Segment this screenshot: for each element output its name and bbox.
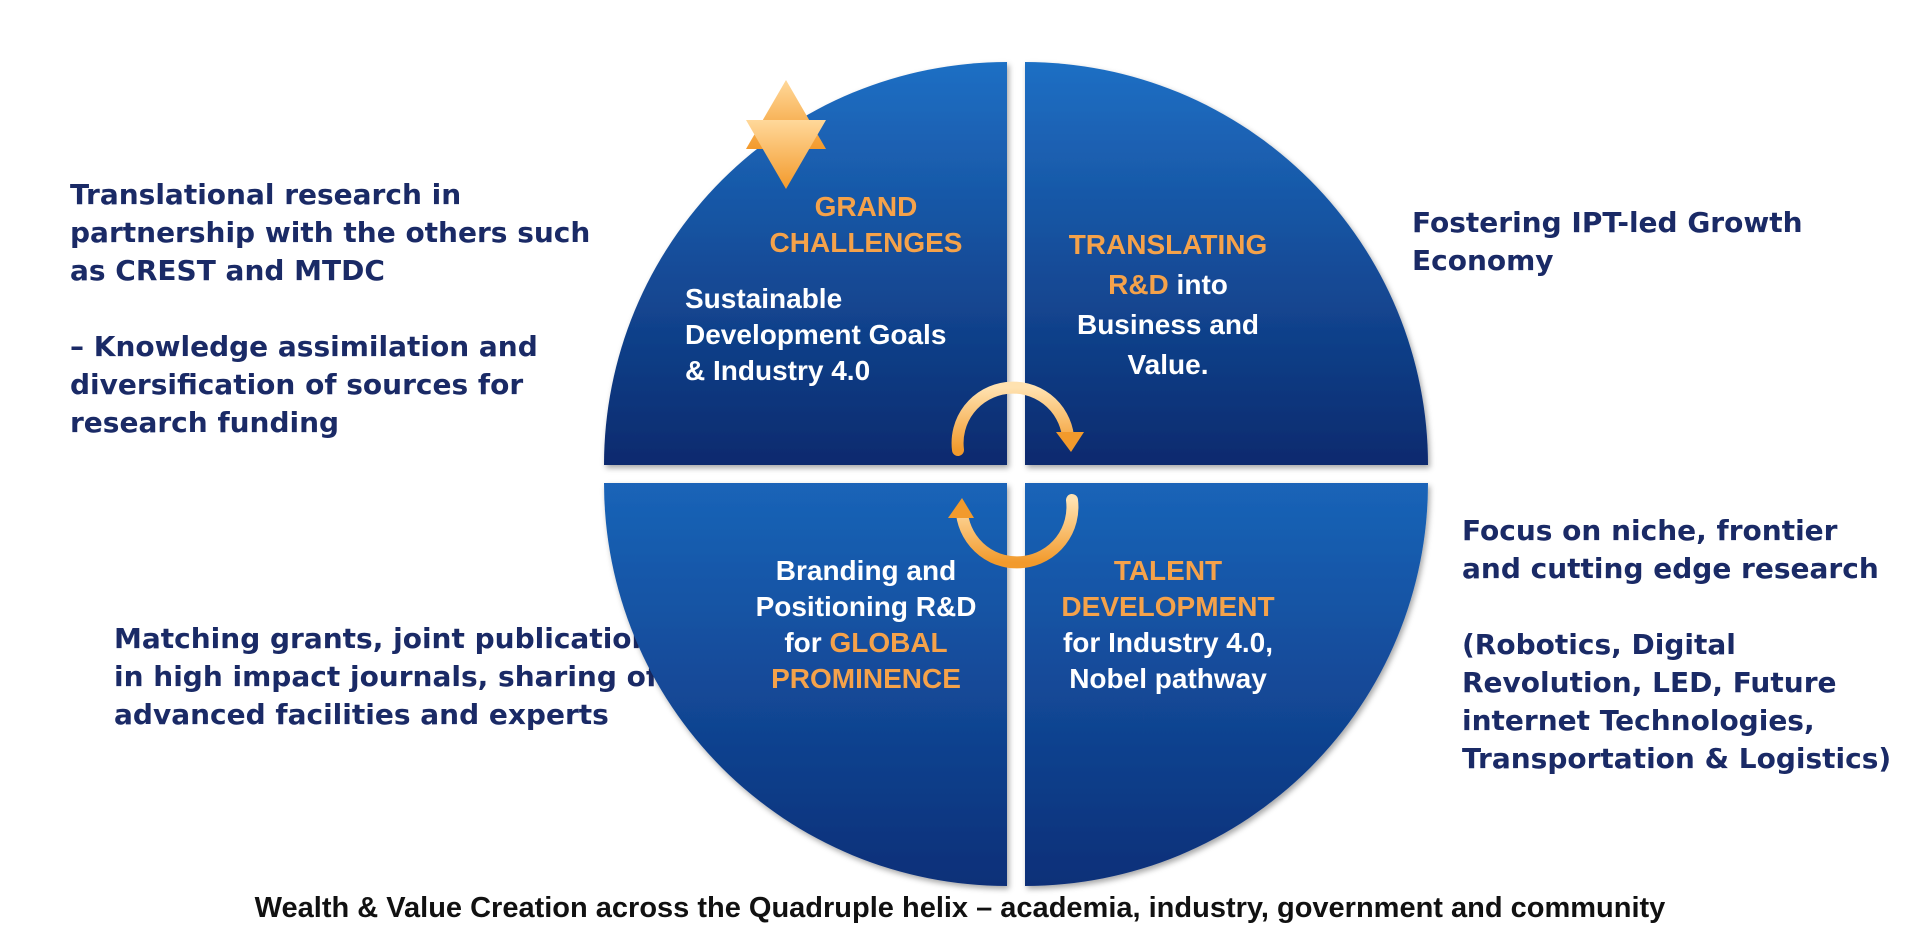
quadrant-bottom-right xyxy=(1025,483,1428,886)
bottom-right-text: TALENT DEVELOPMENT for Industry 4.0, Nob… xyxy=(1061,555,1274,694)
grand-challenges-title-line-1: GRAND xyxy=(815,191,918,222)
quadrant-top-left xyxy=(604,62,1007,465)
branding-body-line-3: for GLOBAL xyxy=(784,627,947,658)
translating-body-line-2: Value. xyxy=(1128,349,1209,380)
branding-body-line-4: PROMINENCE xyxy=(771,663,961,694)
cycle-arrowhead-bottom xyxy=(948,498,974,518)
cycle-arrows-icon xyxy=(948,381,1084,569)
left-bottom-note: Matching grants, joint publications in h… xyxy=(114,620,674,734)
left-top-paragraph-2: – Knowledge assimilation and diversifica… xyxy=(70,330,538,439)
right-bottom-note: Focus on niche, frontier and cutting edg… xyxy=(1462,512,1902,778)
quadrant-bottom-left xyxy=(604,483,1007,886)
footer-caption: Wealth & Value Creation across the Quadr… xyxy=(254,892,1666,924)
left-top-paragraph-1: Translational research in partnership wi… xyxy=(70,178,591,287)
talent-title-line-1: TALENT xyxy=(1114,555,1222,586)
branding-body-line-2: Positioning R&D xyxy=(756,591,977,622)
grand-challenges-body-line-3: & Industry 4.0 xyxy=(685,355,870,386)
star-icon xyxy=(746,80,826,189)
translating-body-line-1: Business and xyxy=(1077,309,1259,340)
translating-title-line-2: R&D into xyxy=(1108,269,1228,300)
cycle-arrow-top xyxy=(951,381,1074,456)
cycle-arrow-bottom xyxy=(956,494,1079,569)
right-bottom-paragraph-1: Focus on niche, frontier and cutting edg… xyxy=(1462,514,1879,585)
grand-challenges-body-line-1: Sustainable xyxy=(685,283,842,314)
cycle-arrowhead-top xyxy=(1056,432,1084,452)
right-top-paragraph: Fostering IPT-led Growth Economy xyxy=(1412,206,1803,277)
talent-title-line-2: DEVELOPMENT xyxy=(1061,591,1274,622)
left-top-note: Translational research in partnership wi… xyxy=(70,176,630,442)
grand-challenges-body-line-2: Development Goals xyxy=(685,319,946,350)
branding-for-label: for xyxy=(784,627,829,658)
left-bottom-paragraph: Matching grants, joint publications in h… xyxy=(114,622,669,731)
talent-body-line-2: Nobel pathway xyxy=(1069,663,1267,694)
top-left-text: GRAND CHALLENGES Sustainable Development… xyxy=(685,191,962,386)
top-right-text: TRANSLATING R&D into Business and Value. xyxy=(1069,229,1268,380)
quadrant-top-right xyxy=(1025,62,1428,465)
right-top-note: Fostering IPT-led Growth Economy xyxy=(1412,204,1832,280)
grand-challenges-title-line-2: CHALLENGES xyxy=(770,227,963,258)
translating-title-line-1: TRANSLATING xyxy=(1069,229,1268,260)
talent-body-line-1: for Industry 4.0, xyxy=(1063,627,1273,658)
branding-global-label: GLOBAL xyxy=(829,627,947,658)
branding-body-line-1: Branding and xyxy=(776,555,956,586)
right-bottom-paragraph-2: (Robotics, Digital Revolution, LED, Futu… xyxy=(1462,628,1892,775)
translating-into-label: into xyxy=(1169,269,1228,300)
translating-rd-label: R&D xyxy=(1108,269,1169,300)
bottom-left-text: Branding and Positioning R&D for GLOBAL … xyxy=(756,555,977,694)
